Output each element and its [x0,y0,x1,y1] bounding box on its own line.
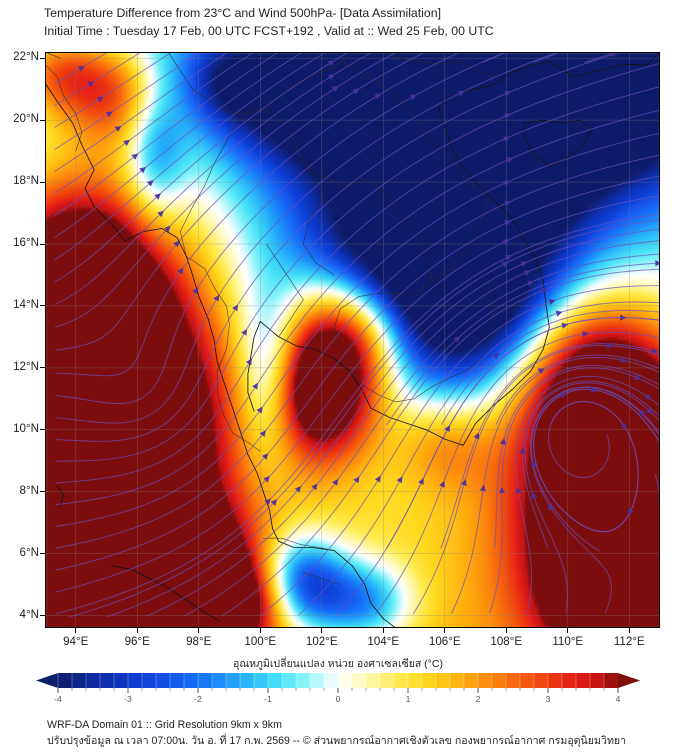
y-tick-mark [40,429,45,431]
colorbar-tick-label: -1 [248,694,288,704]
wind-streamlines [54,52,660,618]
chart-title-block: Temperature Difference from 23°C and Win… [44,5,664,40]
colorbar-tick-label: 2 [458,694,498,704]
colorbar-tick-label: 1 [388,694,428,704]
y-axis-label: 4°N [0,608,39,621]
x-axis-label: 98°E [171,635,227,648]
y-axis-label: 20°N [0,112,39,125]
x-axis-label: 102°E [294,635,350,648]
colorbar-tick-label: 3 [528,694,568,704]
colorbar-tick-label: 0 [318,694,358,704]
footer-block: WRF-DA Domain 01 :: Grid Resolution 9km … [47,717,626,749]
x-tick-mark [444,628,446,633]
y-axis-label: 12°N [0,360,39,373]
y-axis-label: 18°N [0,174,39,187]
colorbar-under-arrow [36,673,58,688]
x-axis-label: 110°E [540,635,596,648]
footer-line-2: ปรับปรุงข้อมูล ณ เวลา 07:00น. วัน อ. ที่… [47,733,626,749]
footer-line-1: WRF-DA Domain 01 :: Grid Resolution 9km … [47,717,626,733]
y-tick-mark [40,181,45,183]
colorbar-area: อุณหภูมิเปลี่ยนแปลง หน่วย องศาเซลเซียส (… [0,655,676,715]
chart-title-line-1: Temperature Difference from 23°C and Win… [44,5,664,23]
y-tick-mark [40,57,45,59]
y-tick-mark [40,119,45,121]
y-tick-mark [40,553,45,555]
y-tick-mark [40,243,45,245]
x-axis-label: 94°E [48,635,104,648]
y-axis-label: 22°N [0,50,39,63]
x-tick-mark [136,628,138,633]
colorbar-tick-label: -2 [178,694,218,704]
y-axis-label: 8°N [0,484,39,497]
x-tick-mark [198,628,200,633]
colorbar-title: อุณหภูมิเปลี่ยนแปลง หน่วย องศาเซลเซียส (… [0,655,676,672]
colorbar-tick-label: -3 [108,694,148,704]
plot-frame-border [45,52,660,628]
y-tick-mark [40,491,45,493]
x-tick-mark [382,628,384,633]
y-tick-mark [40,615,45,617]
x-axis-label: 96°E [109,635,165,648]
map-plot-area [45,52,660,628]
colorbar-tick-label: 4 [598,694,638,704]
x-axis-label: 104°E [355,635,411,648]
x-tick-mark [259,628,261,633]
y-axis-label: 10°N [0,422,39,435]
x-tick-mark [505,628,507,633]
colorbar-over-arrow [618,673,640,688]
temperature-field-svg [45,52,660,628]
x-tick-mark [567,628,569,633]
y-tick-mark [40,367,45,369]
x-axis-label: 106°E [417,635,473,648]
x-tick-mark [628,628,630,633]
chart-title-line-2: Initial Time : Tuesday 17 Feb, 00 UTC FC… [44,23,664,41]
y-axis-label: 6°N [0,546,39,559]
y-axis-label: 16°N [0,236,39,249]
y-axis-label: 14°N [0,298,39,311]
x-axis-label: 112°E [601,635,657,648]
y-tick-mark [40,305,45,307]
x-tick-mark [321,628,323,633]
colorbar-swatch [36,673,640,693]
colorbar-tick-label: -4 [38,694,78,704]
x-axis-label: 108°E [478,635,534,648]
x-tick-mark [75,628,77,633]
temperature-raster [45,52,660,628]
x-axis-label: 100°E [232,635,288,648]
